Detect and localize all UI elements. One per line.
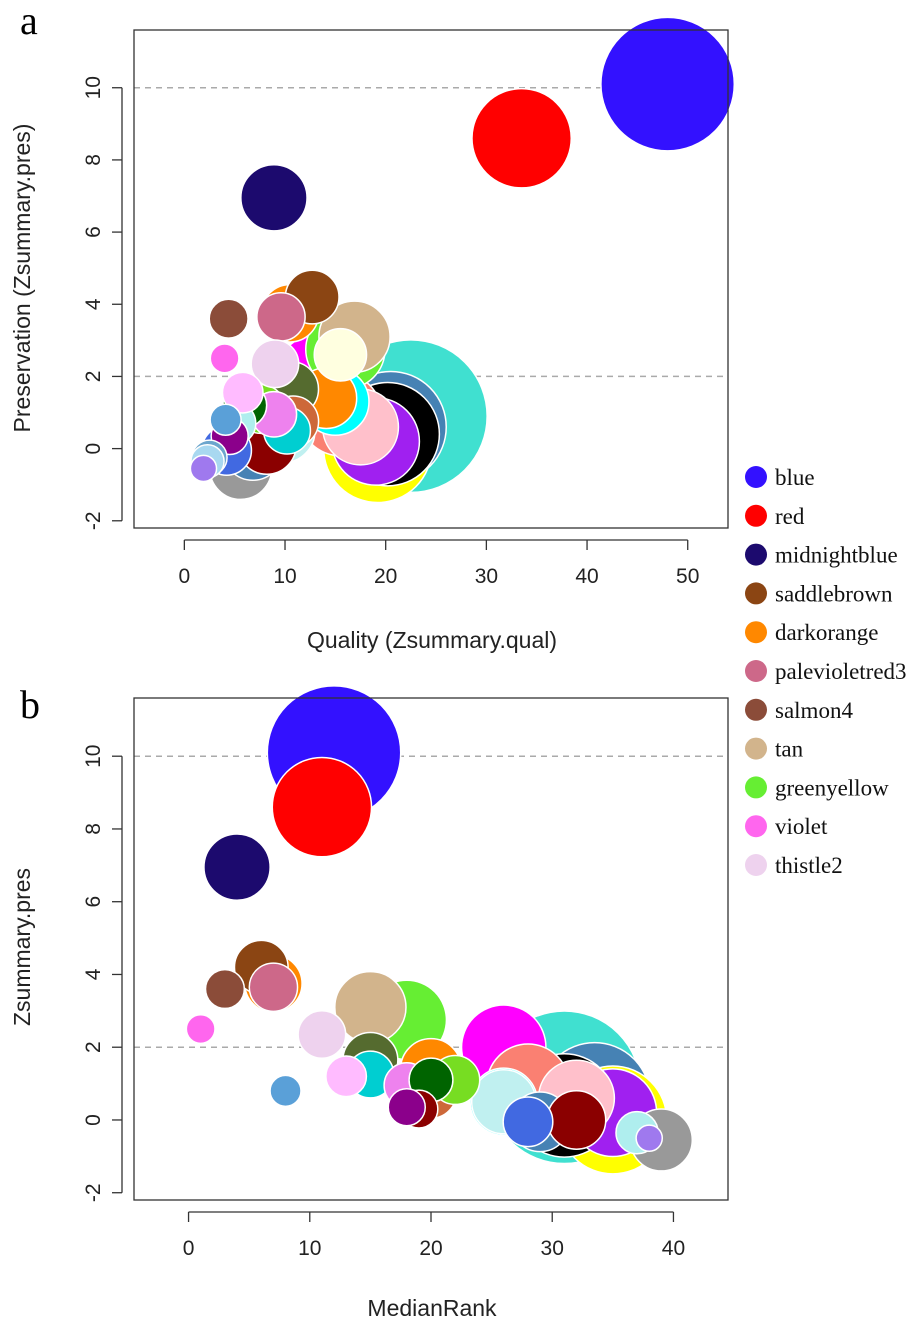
bubble-blue	[600, 16, 736, 152]
legend-label-tan: tan	[775, 737, 804, 762]
y-tick-label: 10	[82, 745, 105, 768]
panel-b-xlabel: MedianRank	[367, 1295, 497, 1321]
x-tick-label: 50	[676, 565, 699, 588]
y-tick-label: 8	[82, 154, 105, 166]
bubble-lightyellow	[313, 327, 368, 382]
y-tick-label: -2	[82, 1183, 105, 1202]
legend-label-salmon4: salmon4	[775, 698, 853, 723]
bubble-palevioletred3	[256, 292, 306, 342]
y-tick-label: 4	[82, 298, 105, 310]
legend-label-blue: blue	[775, 465, 815, 490]
x-tick-label: 30	[475, 565, 498, 588]
bubble-darkmagenta	[387, 1087, 427, 1127]
legend-label-thistle2: thistle2	[775, 853, 843, 878]
y-tick-label: 2	[82, 1041, 105, 1053]
x-tick-label: 20	[374, 565, 397, 588]
y-tick-label: 10	[82, 76, 105, 99]
bubble-salmon4	[208, 298, 249, 339]
bubble-palevioletred3	[248, 962, 299, 1013]
bubble-royalblue	[502, 1096, 554, 1148]
bubble-red	[271, 756, 373, 858]
bubble-mediumpurple3	[635, 1124, 664, 1152]
x-tick-label: 40	[575, 565, 598, 588]
bubble-skyblue	[269, 1074, 302, 1108]
y-tick-label: 0	[82, 1114, 105, 1126]
bubble-thistle2	[250, 339, 300, 389]
legend-label-darkorange: darkorange	[775, 620, 878, 645]
legend-swatch-salmon4	[745, 698, 767, 721]
panel-a-xlabel: Quality (Zsummary.qual)	[307, 627, 557, 653]
panel-a-ylabel: Preservation (Zsummary.pres)	[9, 124, 35, 433]
panel-a-chart: Quality (Zsummary.qual) Preservation (Zs…	[9, 16, 736, 653]
legend-swatch-blue	[745, 466, 767, 488]
y-tick-label: -2	[82, 511, 105, 530]
x-tick-label: 40	[662, 1237, 685, 1260]
legend: blue red midnightblue saddlebrown darkorange…	[745, 465, 907, 878]
legend-swatch-saddlebrown	[745, 582, 767, 605]
plot-frame	[133, 697, 729, 1201]
plot-frame	[133, 29, 729, 529]
legend-swatch-tan	[745, 737, 767, 760]
bubble-midnightblue	[203, 833, 271, 901]
legend-label-violet: violet	[775, 814, 828, 839]
y-tick-label: 6	[82, 226, 105, 238]
bubble-darkred	[546, 1089, 607, 1150]
x-tick-label: 10	[298, 1237, 321, 1260]
legend-swatch-red	[745, 504, 767, 527]
panel-b-chart: MedianRank Zsummary.pres 0 10 20 30 40 -2 0 2 4 6…	[9, 685, 729, 1321]
legend-swatch-midnightblue	[745, 543, 767, 566]
legend-label-red: red	[775, 504, 805, 529]
x-tick-label: 10	[273, 565, 296, 588]
legend-swatch-darkorange	[745, 621, 767, 644]
bubble-violet	[209, 343, 240, 374]
bubble-skyblue	[209, 403, 242, 436]
legend-swatch-palevioletred3	[745, 660, 767, 682]
x-tick-label: 0	[183, 1237, 195, 1260]
panel-a-letter: a	[20, 0, 38, 43]
y-tick-label: 8	[82, 823, 105, 835]
bubble-plum1	[221, 371, 264, 414]
legend-label-midnightblue: midnightblue	[775, 543, 898, 568]
y-tick-label: 2	[82, 371, 105, 383]
bubble-salmon4	[204, 968, 246, 1010]
bubble-red	[471, 87, 573, 189]
y-tick-label: 0	[82, 443, 105, 455]
panel-b-letter: b	[20, 682, 40, 727]
bubble-violet	[185, 1013, 216, 1045]
legend-swatch-thistle2	[745, 854, 767, 876]
legend-label-palevioletred3: palevioletred3	[775, 659, 907, 684]
bubble-mediumpurple3	[189, 454, 218, 483]
panel-b-ylabel: Zsummary.pres	[9, 868, 35, 1026]
x-tick-label: 0	[178, 565, 190, 588]
x-tick-label: 20	[419, 1237, 442, 1260]
legend-swatch-violet	[745, 815, 767, 838]
legend-swatch-greenyellow	[745, 776, 767, 799]
legend-label-saddlebrown: saddlebrown	[775, 581, 893, 606]
bubble-plum1	[325, 1055, 368, 1098]
bubble-midnightblue	[240, 163, 308, 232]
legend-label-greenyellow: greenyellow	[775, 775, 889, 800]
y-tick-label: 6	[82, 896, 105, 908]
y-tick-label: 4	[82, 968, 105, 980]
bubble-thistle2	[297, 1009, 347, 1059]
x-tick-label: 30	[541, 1237, 564, 1260]
